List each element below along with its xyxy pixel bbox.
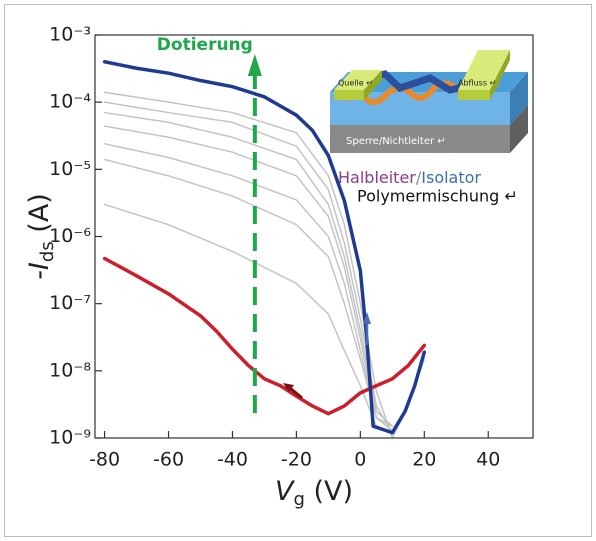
- inset-shape: [458, 50, 510, 90]
- y-tick-label: 10⁻⁶: [49, 225, 91, 247]
- inset: Quelle ↵ Abfluss ↵ Sperre/Nichtleiter ↵: [330, 50, 528, 153]
- inset-shape: [458, 90, 490, 100]
- y-tick-label: 10⁻⁸: [49, 359, 91, 381]
- sweep-arrowhead: [283, 383, 294, 392]
- doping-arrowhead: [247, 54, 262, 76]
- x-tick-label: -80: [89, 449, 120, 471]
- x-tick-label: -60: [153, 449, 184, 471]
- sweep-arrowhead: [363, 312, 371, 324]
- x-axis-label: Vg (V): [275, 476, 353, 511]
- inset-shape: [490, 50, 510, 100]
- x-axis-label-part: g: [293, 489, 304, 510]
- x-tick-label: 20: [412, 449, 436, 471]
- y-tick-label: 10⁻⁵: [49, 158, 91, 180]
- series-group: [102, 59, 427, 438]
- y-axis-label-part: ds: [37, 241, 58, 262]
- annotation: Dotierung: [157, 35, 253, 55]
- y-axis-label: -Ids (A): [24, 193, 59, 280]
- caption: Halbleiter/Isolator: [338, 168, 481, 187]
- x-tick-label: -20: [281, 449, 312, 471]
- y-tick-label: 10⁻⁴: [49, 91, 91, 113]
- inset-label: Abfluss ↵: [458, 79, 496, 88]
- y-tick-label: 10⁻⁷: [49, 292, 91, 314]
- inset-label: Quelle ↵: [338, 79, 373, 88]
- x-tick-label: 40: [476, 449, 500, 471]
- caption-part: Isolator: [421, 168, 481, 187]
- x-axis-label-part: (V): [305, 476, 353, 507]
- inset-shape: [334, 90, 364, 100]
- caption-part: Halbleiter: [338, 168, 416, 187]
- inset-shape: [330, 125, 510, 153]
- x-tick-label: 0: [354, 449, 366, 471]
- y-tick-label: 10⁻⁹: [49, 427, 91, 449]
- caption: Polymermischung ↵: [357, 187, 518, 206]
- sweep-arrow: [289, 386, 303, 400]
- y-axis-label-part: -I: [24, 262, 55, 280]
- inset-label: Sperre/Nichtleiter ↵: [346, 136, 446, 147]
- inset-shape: [510, 105, 528, 153]
- inset-shape: [334, 70, 382, 90]
- y-axis-label-part: (A): [24, 193, 55, 241]
- x-axis-label-part: V: [275, 476, 296, 507]
- inset-shape: [364, 70, 382, 100]
- inset-shape: [510, 72, 528, 125]
- caption-part: /: [416, 168, 422, 187]
- y-tick-label: 10⁻³: [49, 24, 91, 46]
- plot: -80 -60 -40 -20 0 20 40 10⁻⁹ 10⁻⁸ 10⁻⁷ 10⁻⁶ 10⁻⁵ 10⁻…: [24, 24, 534, 511]
- series-line: [103, 91, 426, 438]
- series-line: [102, 59, 427, 435]
- x-tick-label: -40: [217, 449, 248, 471]
